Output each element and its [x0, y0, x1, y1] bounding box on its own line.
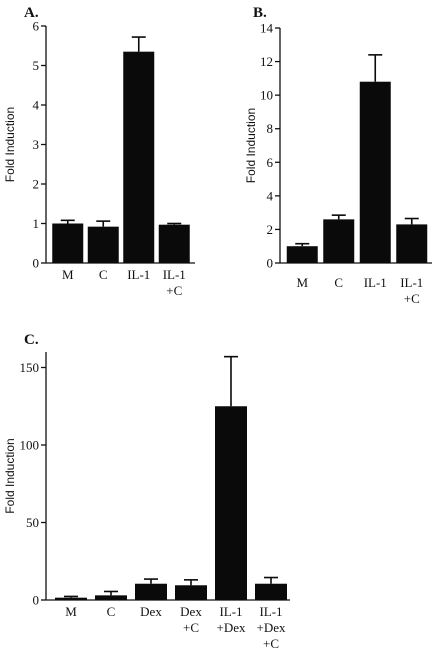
panel-b-y-tick-label: 4: [267, 188, 274, 203]
panel-b: B. 0 2 4 6 8 10 12 14 Fold Induction M C IL-1 IL-1 +C: [244, 5, 432, 306]
panel-c-letter: C.: [24, 332, 39, 348]
panel-b-category-label: IL-1: [364, 275, 387, 290]
panel-a-category-label: IL-1 +C: [163, 267, 186, 298]
panel-a-y-tick-label: 6: [33, 19, 40, 34]
panel-c-y-tick-label: 0: [33, 593, 40, 608]
panel-a-bar: [52, 223, 84, 263]
panel-c-category-label: C: [107, 604, 116, 619]
panel-c-category-label: M: [65, 604, 77, 619]
panel-a-category-label: M: [62, 267, 74, 282]
panel-a-y-label: Fold Induction: [3, 107, 17, 182]
panel-b-y-tick-label: 8: [267, 121, 274, 136]
panel-b-y-tick-label: 6: [267, 155, 274, 170]
panel-a-y-tick-label: 2: [33, 177, 40, 192]
panel-b-y-label: Fold Induction: [244, 108, 258, 183]
panel-c-y-tick-label: 150: [20, 360, 40, 375]
panel-b-y-tick-label: 12: [260, 54, 273, 69]
panel-c-category-label: Dex +C: [180, 604, 202, 635]
panel-a-y-tick-label: 5: [33, 58, 40, 73]
panel-a-category-label: C: [99, 267, 108, 282]
panel-a-y-tick-label: 1: [33, 216, 40, 231]
panel-b-bar: [396, 224, 428, 263]
panel-c-category-label: IL-1 +Dex +C: [257, 604, 286, 651]
panel-c: C. 0 50 100 150 Fold Induction M C Dex Dex +C IL-1 +…: [3, 332, 290, 651]
panel-a: A. 0 1 2 3 4 5 6 Fold Induction M C IL-1 IL-1 +C: [3, 5, 195, 298]
panel-c-y-tick-label: 50: [26, 515, 39, 530]
panel-b-category-label: IL-1 +C: [400, 275, 423, 306]
panel-a-bar: [158, 224, 190, 263]
panel-a-y-tick-label: 0: [33, 256, 40, 271]
panel-c-bar: [55, 597, 87, 600]
panel-c-bar: [135, 583, 167, 600]
panel-b-y-tick-label: 10: [260, 88, 273, 103]
panel-b-y-tick-label: 0: [267, 256, 274, 271]
panel-c-bar: [175, 585, 207, 600]
panel-a-letter: A.: [24, 5, 39, 21]
panel-c-category-label: Dex: [140, 604, 162, 619]
panel-c-bar: [215, 406, 247, 600]
panel-b-letter: B.: [253, 5, 267, 21]
panel-b-bar: [359, 81, 391, 263]
panel-a-bar: [87, 226, 119, 263]
panel-b-y-tick-label: 2: [267, 222, 274, 237]
panel-b-y-tick-label: 14: [260, 21, 274, 36]
panel-c-y-tick-label: 100: [20, 438, 40, 453]
panel-c-bar: [255, 583, 287, 600]
panel-a-y-tick-label: 4: [33, 98, 40, 113]
panel-c-y-label: Fold Induction: [3, 438, 17, 513]
panel-b-category-label: C: [334, 275, 343, 290]
panel-c-category-label: IL-1 +Dex: [217, 604, 246, 635]
panel-b-bar: [323, 219, 355, 263]
panel-b-category-label: M: [296, 275, 308, 290]
panel-b-bar: [286, 246, 318, 263]
panel-a-category-label: IL-1: [127, 267, 150, 282]
panel-c-bar: [95, 595, 127, 600]
panel-a-bar: [123, 51, 155, 263]
panel-a-y-tick-label: 3: [33, 137, 40, 152]
